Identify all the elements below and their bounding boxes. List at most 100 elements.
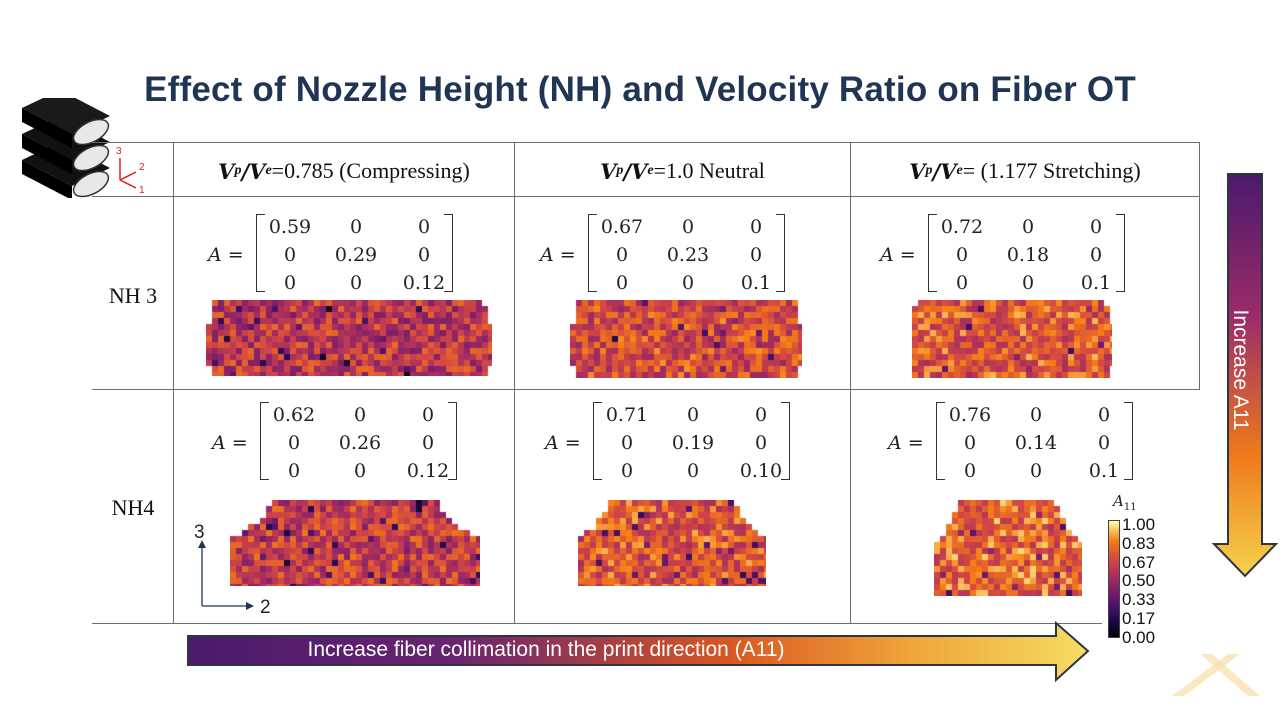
matrix-right-bracket — [1124, 402, 1133, 480]
matrix-cell: 0.62 — [272, 404, 316, 426]
matrix-left-bracket — [588, 214, 597, 292]
matrix-left-bracket — [928, 214, 937, 292]
orientation-matrix: A = 0.67 0 0 0 0.23 0 0 0 0.1 — [540, 212, 800, 296]
ratio-sub-p: p — [234, 163, 242, 178]
colorbar-tick-label: 0.50 — [1122, 571, 1156, 591]
matrix-cell: 0.18 — [1006, 244, 1050, 266]
colorbar-tick-label: 0.33 — [1122, 590, 1156, 610]
table-top-border — [92, 142, 1200, 143]
ratio-v-denominator: V — [631, 158, 648, 184]
matrix-cell: 0 — [1097, 404, 1111, 426]
table-right-border — [1199, 142, 1200, 390]
heatmap-nh4-neutral — [578, 500, 766, 586]
matrix-right-bracket — [448, 402, 457, 480]
heatmap-nh3-compressing — [206, 300, 492, 376]
matrix-cell: 0 — [353, 404, 367, 426]
section-axes-icon: 3 2 — [194, 522, 271, 616]
ratio-v-numerator: V — [909, 158, 926, 184]
ratio-v-denominator: V — [940, 158, 957, 184]
orientation-matrix: A = 0.62 0 0 0 0.26 0 0 0 0.12 — [212, 400, 472, 484]
collimation-arrow-label: Increase fiber collimation in the print … — [307, 638, 785, 661]
increase-a11-down-arrow — [1211, 173, 1279, 578]
increase-collimation-arrow — [187, 621, 1090, 683]
matrix-cell: 0 — [353, 460, 367, 482]
matrix-cell: 0.10 — [739, 460, 783, 482]
ratio-sub-e: e — [956, 163, 963, 178]
matrix-cell: 0 — [349, 272, 363, 294]
matrix-cell: 0 — [1021, 216, 1035, 238]
matrix-cell: 0 — [349, 216, 363, 238]
increase-a11-label: Increase A11 — [1229, 309, 1252, 431]
matrix-cell: 0 — [963, 432, 977, 454]
matrix-cell: 0 — [615, 244, 629, 266]
matrix-cell: 0 — [421, 404, 435, 426]
matrix-cell: 0.19 — [671, 432, 715, 454]
matrix-cell: 0.72 — [940, 216, 984, 238]
ratio-v-numerator: V — [218, 158, 235, 184]
matrix-lhs: A = — [212, 432, 248, 454]
triad-label-2: 2 — [139, 162, 145, 173]
column-header-text: = (1.177 Stretching) — [962, 158, 1141, 183]
table-col-divider-3 — [850, 142, 851, 623]
matrix-cell: 0.23 — [666, 244, 710, 266]
orientation-matrix: A = 0.72 0 0 0 0.18 0 0 0 0.1 — [880, 212, 1140, 296]
matrix-cell: 0 — [1029, 460, 1043, 482]
matrix-cell: 0 — [287, 460, 301, 482]
heatmap-nh4-compressing — [230, 500, 480, 586]
matrix-right-bracket — [781, 402, 790, 480]
matrix-cell: 0 — [421, 432, 435, 454]
print-beads-icon: 3 2 1 — [22, 98, 145, 198]
matrix-cell: 0 — [963, 460, 977, 482]
matrix-lhs: A = — [208, 244, 244, 266]
matrix-cell: 0.12 — [406, 460, 450, 482]
matrix-cell: 0 — [754, 432, 768, 454]
matrix-cell: 0 — [283, 272, 297, 294]
page-title: Effect of Nozzle Height (NH) and Velocit… — [144, 70, 1136, 109]
matrix-cell: 0.1 — [740, 272, 772, 294]
matrix-cell: 0 — [620, 432, 634, 454]
matrix-cell: 0 — [681, 216, 695, 238]
row-label-nh4: NH4 — [111, 495, 155, 520]
matrix-left-bracket — [593, 402, 602, 480]
matrix-left-bracket — [256, 214, 265, 292]
matrix-cell: 0.67 — [600, 216, 644, 238]
matrix-cell: 0 — [283, 244, 297, 266]
matrix-cell: 0.59 — [268, 216, 312, 238]
matrix-cell: 0 — [417, 216, 431, 238]
matrix-left-bracket — [936, 402, 945, 480]
colorbar — [1108, 520, 1120, 638]
matrix-left-bracket — [260, 402, 269, 480]
matrix-cell: 0.29 — [334, 244, 378, 266]
bead-stack — [22, 98, 110, 198]
heatmap-nh4-stretching — [934, 500, 1082, 596]
colorbar-title: A11 — [1113, 492, 1137, 513]
column-header-text: =0.785 (Compressing) — [271, 158, 470, 183]
colorbar-tick-label: 0.17 — [1122, 609, 1156, 628]
ratio-sub-p: p — [925, 163, 933, 178]
matrix-cell: 0.12 — [402, 272, 446, 294]
matrix-cell: 0 — [749, 216, 763, 238]
matrix-cell: 0 — [1097, 432, 1111, 454]
matrix-cell: 0.76 — [948, 404, 992, 426]
heatmap-nh3-neutral — [570, 300, 802, 378]
matrix-cell: 0 — [620, 460, 634, 482]
matrix-cell: 0.71 — [605, 404, 649, 426]
axis-label-2: 2 — [260, 597, 271, 616]
matrix-cell: 0 — [686, 404, 700, 426]
matrix-cell: 0 — [754, 404, 768, 426]
table-row-divider — [92, 389, 1200, 390]
ratio-sub-p: p — [616, 163, 624, 178]
orientation-matrix: A = 0.76 0 0 0 0.14 0 0 0 0.1 — [888, 400, 1148, 484]
matrix-cell: 0 — [1089, 216, 1103, 238]
matrix-right-bracket — [444, 214, 453, 292]
table-header-divider — [92, 196, 1200, 197]
table-bottom-border — [92, 623, 1102, 624]
triad-label-3: 3 — [116, 146, 122, 157]
matrix-cell: 0 — [1021, 272, 1035, 294]
matrix-lhs: A = — [545, 432, 581, 454]
matrix-lhs: A = — [540, 244, 576, 266]
matrix-cell: 0 — [681, 272, 695, 294]
